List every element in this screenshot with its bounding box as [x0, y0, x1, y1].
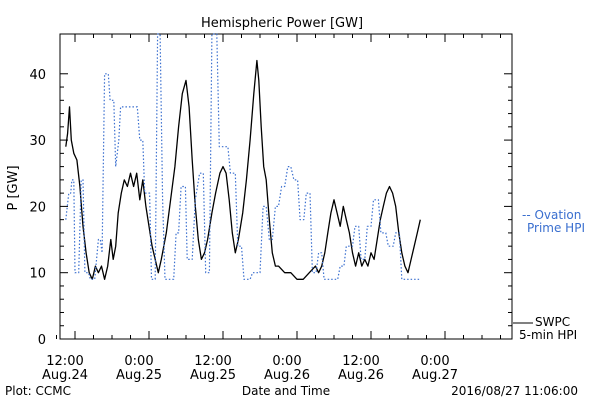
legend-swpc-sublabel: 5-min HPI [519, 328, 577, 342]
y-axis-label: P [GW] [6, 165, 21, 210]
x-tick-label-date: Aug.26 [264, 368, 310, 383]
y-tick-label: 20 [29, 200, 46, 215]
x-tick-label-date: Aug.27 [412, 368, 458, 383]
x-tick-label-time: 0:00 [420, 354, 449, 369]
x-tick-label-time: 12:00 [46, 354, 83, 369]
plot-frame [59, 33, 513, 340]
chart-title: Hemispheric Power [GW] [201, 16, 363, 31]
footer-plot-credit: Plot: CCMC [5, 384, 71, 398]
x-axis-ticks: 12:00Aug.240:00Aug.2512:00Aug.250:00Aug.… [42, 34, 501, 383]
x-tick-label-date: Aug.26 [338, 368, 384, 383]
x-axis-label: Date and Time [242, 384, 330, 398]
legend-ovation-sublabel: Prime HPI [527, 221, 585, 235]
y-tick-label: 30 [29, 134, 46, 149]
y-tick-label: 10 [29, 267, 46, 282]
y-tick-label: 0 [38, 333, 46, 348]
legend-swpc-label: SWPC [535, 315, 570, 329]
legend: -- Ovation Prime HPI SWPC 5-min HPI [513, 208, 585, 342]
x-tick-label-time: 12:00 [194, 354, 231, 369]
y-tick-label: 40 [29, 68, 46, 83]
x-tick-label-time: 0:00 [124, 354, 153, 369]
series-layer [65, 33, 421, 280]
ovation-series-line [65, 33, 421, 280]
swpc-series-line [65, 59, 421, 280]
x-tick-label-time: 0:00 [272, 354, 301, 369]
x-tick-label-date: Aug.25 [190, 368, 236, 383]
footer-timestamp: 2016/08/27 11:06:00 [451, 384, 578, 398]
x-tick-label-date: Aug.25 [116, 368, 162, 383]
x-tick-label-date: Aug.24 [42, 368, 88, 383]
legend-ovation-label: -- Ovation [522, 208, 581, 222]
x-tick-label-time: 12:00 [342, 354, 379, 369]
y-axis-ticks: 0 10 20 30 40 [29, 68, 512, 348]
